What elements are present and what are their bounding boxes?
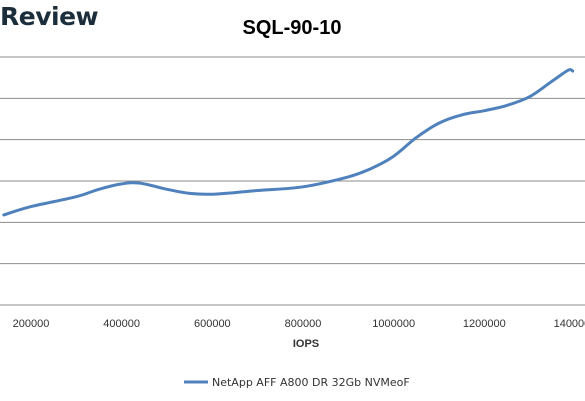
- x-tick-label: 400000: [103, 318, 140, 330]
- x-tick-label: 1200000: [463, 318, 506, 330]
- series-lines: [2, 68, 575, 217]
- x-tick-label: 1000000: [372, 318, 415, 330]
- x-tick-label: 200000: [13, 318, 50, 330]
- gridlines: [0, 56, 585, 306]
- legend: NetApp AFF A800 DR 32Gb NVMeoF: [184, 376, 410, 389]
- series-line: [2, 68, 575, 217]
- x-axis-label: IOPS: [293, 338, 319, 350]
- chart-title: SQL-90-10: [243, 17, 342, 39]
- x-tick-label: 600000: [194, 318, 231, 330]
- x-tick-label: 1400000: [554, 318, 585, 330]
- x-axis-ticks: 200000 400000 600000 800000 1000000 1200000 14…: [13, 318, 585, 330]
- x-tick-label: 800000: [285, 318, 322, 330]
- brand-logo-text: Review: [0, 2, 99, 31]
- legend-label: NetApp AFF A800 DR 32Gb NVMeoF: [212, 376, 410, 389]
